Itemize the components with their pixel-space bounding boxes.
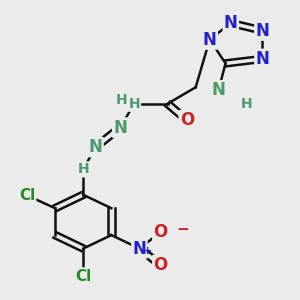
Text: H: H [241,97,252,111]
Text: N: N [203,31,217,49]
Text: N: N [133,239,146,257]
Text: N: N [212,81,225,99]
Text: −: − [176,222,189,237]
Text: Cl: Cl [19,188,35,203]
Text: O: O [180,111,194,129]
Text: +: + [143,246,152,256]
Text: O: O [153,223,168,241]
Text: N: N [113,118,127,136]
Text: Cl: Cl [75,268,92,284]
Text: H: H [116,93,128,107]
Text: H: H [128,97,140,111]
Text: N: N [224,14,238,32]
Text: N: N [88,138,103,156]
Text: N: N [256,22,269,40]
Text: H: H [77,162,89,176]
Text: N: N [256,50,269,68]
Text: O: O [153,256,168,274]
